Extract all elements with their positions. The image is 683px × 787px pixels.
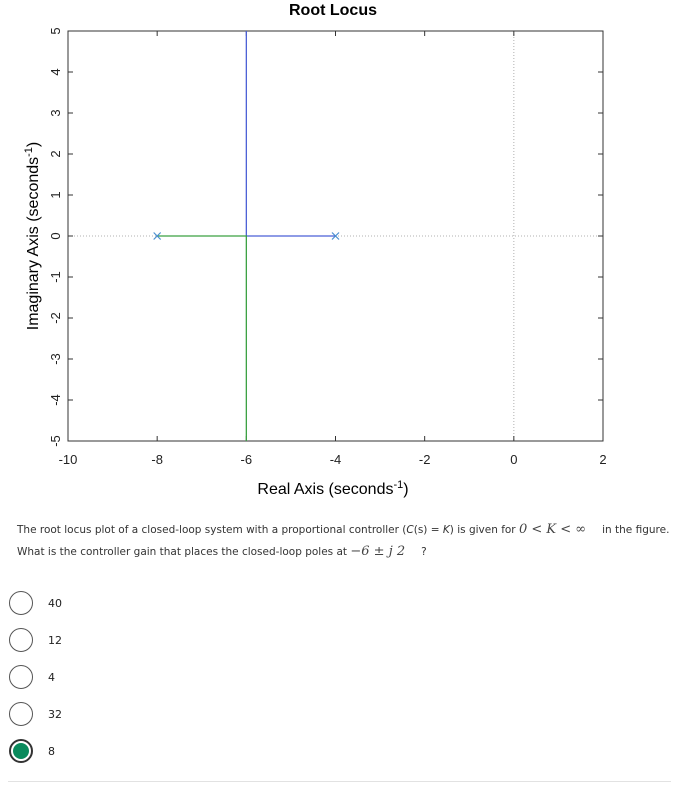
x-tick-label: -6 <box>241 452 253 467</box>
target-poles-math: −6 ± j 2 <box>350 544 406 559</box>
x-axis-label: Real Axis (seconds-1) <box>257 479 408 498</box>
option-40[interactable]: 40 <box>9 588 209 625</box>
gain-range-math: 0 < K < ∞ <box>518 522 587 537</box>
x-tick-label: 2 <box>599 452 606 467</box>
x-tick-label: 0 <box>510 452 517 467</box>
radio-button[interactable] <box>9 702 33 726</box>
y-tick-label: 0 <box>48 232 63 239</box>
y-tick-label: 2 <box>48 150 63 157</box>
option-12[interactable]: 12 <box>9 625 209 662</box>
answer-options: 40 12 4 32 8 <box>9 588 209 773</box>
x-tick-label: -8 <box>151 452 163 467</box>
option-label: 8 <box>48 745 55 758</box>
y-axis-label: Imaginary Axis (seconds-1) <box>23 142 42 331</box>
y-tick-label: -5 <box>48 435 63 447</box>
radio-button[interactable] <box>9 628 33 652</box>
x-tick-label: -10 <box>59 452 78 467</box>
option-label: 4 <box>48 671 55 684</box>
chart-title: Root Locus <box>289 2 377 19</box>
question-line-2: What is the controller gain that places … <box>17 544 427 559</box>
x-tick-label: -4 <box>330 452 342 467</box>
option-label: 12 <box>48 634 62 647</box>
option-label: 40 <box>48 597 62 610</box>
x-tick-label: -2 <box>419 452 431 467</box>
option-label: 32 <box>48 708 62 721</box>
question-text: The root locus plot of a closed-loop sys… <box>17 519 677 563</box>
y-tick-label: -3 <box>48 353 63 365</box>
option-32[interactable]: 32 <box>9 699 209 736</box>
y-tick-label: 5 <box>48 27 63 34</box>
y-tick-label: -4 <box>48 394 63 406</box>
divider <box>8 781 671 782</box>
y-tick-label: 1 <box>48 191 63 198</box>
radio-button-selected[interactable] <box>9 739 33 763</box>
question-line-1: The root locus plot of a closed-loop sys… <box>17 522 670 537</box>
y-tick-label: -2 <box>48 312 63 324</box>
root-locus-chart: Root Locus -10 -8 -6 -4 -2 0 2 5 4 3 2 1 0 -1 -2 -3 -4 -5… <box>23 2 607 498</box>
y-tick-label: -1 <box>48 271 63 283</box>
y-tick-label: 4 <box>48 68 63 75</box>
radio-button[interactable] <box>9 591 33 615</box>
pole-marker <box>153 232 162 240</box>
pole-marker <box>331 232 340 240</box>
locus-branch <box>157 235 247 441</box>
radio-button[interactable] <box>9 665 33 689</box>
y-tick-label: 3 <box>48 109 63 116</box>
option-8[interactable]: 8 <box>9 736 209 773</box>
option-4[interactable]: 4 <box>9 662 209 699</box>
